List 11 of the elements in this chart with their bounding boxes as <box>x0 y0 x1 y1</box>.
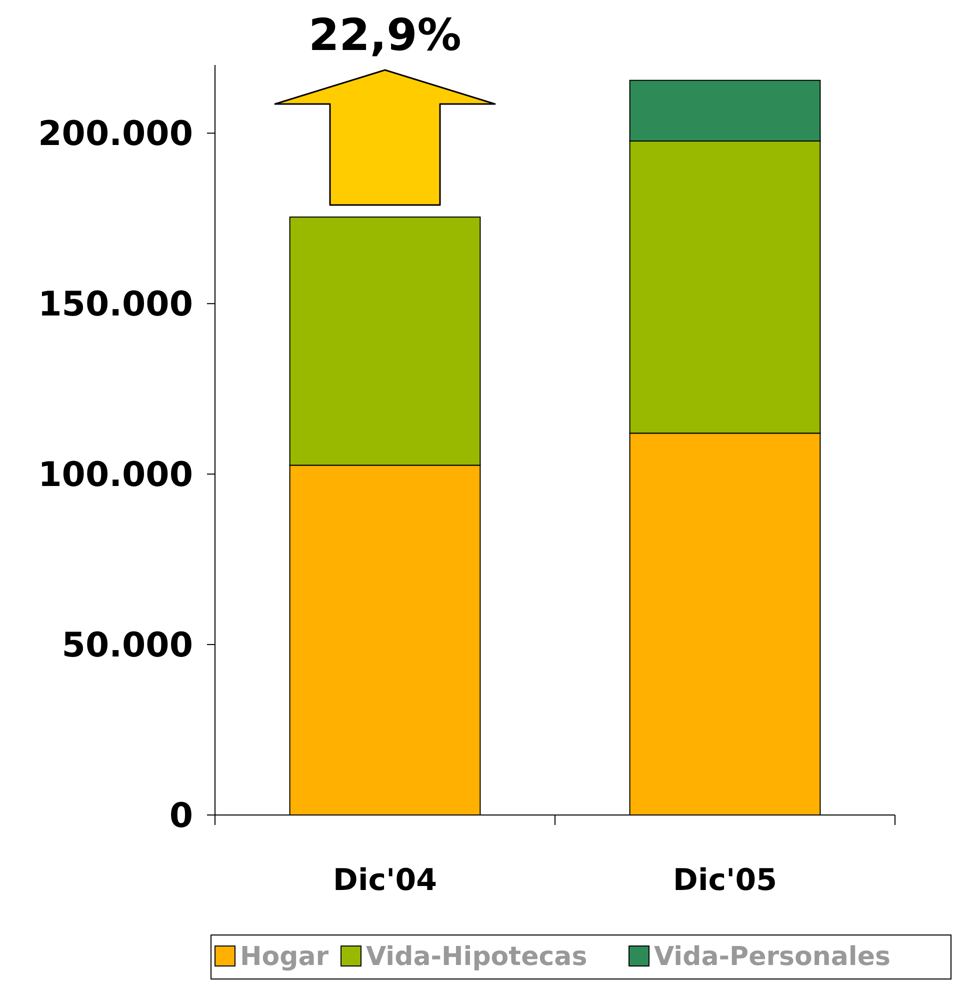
x-tick-label: Dic'05 <box>673 863 777 898</box>
text: 22,9% <box>308 10 462 61</box>
legend-label: Vida-Hipotecas <box>366 942 588 972</box>
legend-label: Vida-Personales <box>654 942 890 972</box>
y-tick-label: 50.000 <box>62 625 193 666</box>
x-tick-label: Dic'04 <box>333 863 437 898</box>
y-tick-label: 0 <box>169 796 193 836</box>
y-tick-label: 100.000 <box>38 454 193 495</box>
legend-label: Hogar <box>240 942 329 972</box>
y-tick-label: 200.000 <box>38 114 193 154</box>
y-tick-label: 150.000 <box>38 284 193 325</box>
